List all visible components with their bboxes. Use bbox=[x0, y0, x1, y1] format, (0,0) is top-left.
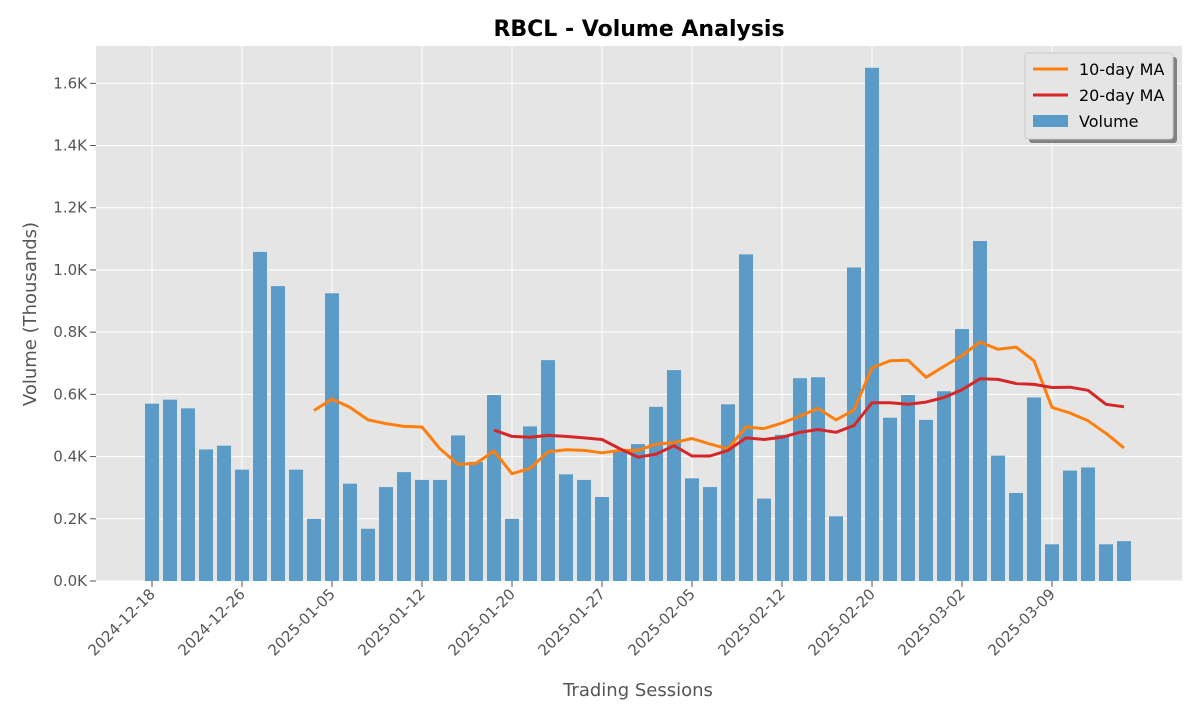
volume-bar bbox=[757, 498, 771, 581]
volume-bar bbox=[307, 518, 321, 581]
volume-bar bbox=[1099, 544, 1113, 581]
volume-bar bbox=[433, 479, 447, 581]
x-tick-label: 2024-12-18 bbox=[84, 585, 158, 659]
volume-bar bbox=[415, 479, 429, 581]
x-axis: 2024-12-18 2024-12-26 2025-01-05 2025-01-12… bbox=[84, 581, 1059, 659]
x-tick-label: 2025-01-27 bbox=[534, 585, 608, 659]
volume-bar bbox=[289, 469, 303, 581]
legend-label-20-day-ma: 20-day MA bbox=[1079, 86, 1164, 105]
volume-bar bbox=[487, 394, 501, 581]
volume-bar bbox=[217, 445, 231, 581]
volume-bar bbox=[469, 461, 483, 581]
y-tick-label: 0.6K bbox=[53, 385, 88, 403]
volume-bars bbox=[145, 67, 1131, 582]
volume-bar bbox=[271, 286, 285, 581]
x-tick-label: 2025-03-02 bbox=[894, 585, 968, 659]
legend-label-10-day-ma: 10-day MA bbox=[1079, 60, 1164, 79]
chart-title: RBCL - Volume Analysis bbox=[493, 17, 784, 42]
volume-bar bbox=[145, 403, 159, 581]
volume-bar bbox=[253, 251, 267, 582]
volume-bar bbox=[703, 487, 717, 581]
volume-bar bbox=[937, 391, 951, 581]
volume-bar bbox=[559, 474, 573, 581]
volume-bar bbox=[1117, 541, 1131, 581]
y-tick-label: 0.4K bbox=[53, 448, 88, 466]
moving-average-lines bbox=[313, 340, 1125, 476]
volume-bar bbox=[775, 434, 789, 581]
volume-bar bbox=[1081, 467, 1095, 581]
volume-bar bbox=[811, 377, 825, 581]
x-axis-label: Trading Sessions bbox=[562, 680, 713, 701]
volume-bar bbox=[955, 329, 969, 581]
volume-bar bbox=[883, 417, 897, 581]
y-tick-label: 1.4K bbox=[53, 137, 88, 155]
volume-bar bbox=[199, 449, 213, 581]
volume-bar bbox=[865, 67, 879, 581]
legend-label-volume: Volume bbox=[1079, 112, 1139, 131]
volume-bar bbox=[379, 487, 393, 581]
y-tick-label: 1.6K bbox=[53, 74, 88, 92]
ma-20-day-line bbox=[493, 377, 1125, 459]
volume-bar bbox=[451, 435, 465, 581]
y-tick-label: 0.2K bbox=[53, 510, 88, 528]
x-tick-label: 2024-12-26 bbox=[174, 585, 248, 659]
x-tick-label: 2025-01-05 bbox=[264, 585, 338, 659]
volume-bar bbox=[541, 360, 555, 581]
x-tick-label: 2025-01-20 bbox=[444, 585, 518, 659]
x-tick-label: 2025-02-12 bbox=[714, 585, 788, 659]
volume-bar bbox=[901, 394, 915, 581]
volume-bar bbox=[667, 370, 681, 581]
y-axis: 0.0K 0.2K 0.4K 0.6K 0.8K 1.0K 1.2K 1.4K 1.6K bbox=[53, 74, 96, 590]
volume-bar bbox=[739, 254, 753, 581]
legend: 10-day MA 20-day MA Volume bbox=[1024, 52, 1177, 143]
y-tick-label: 0.0K bbox=[53, 572, 88, 590]
volume-bar bbox=[343, 483, 357, 581]
volume-bar bbox=[919, 419, 933, 581]
volume-bar bbox=[991, 455, 1005, 581]
y-tick-label: 1.2K bbox=[53, 199, 88, 217]
x-tick-label: 2025-03-09 bbox=[984, 585, 1058, 659]
volume-bar bbox=[631, 444, 645, 581]
volume-bar bbox=[595, 497, 609, 581]
volume-bar bbox=[685, 478, 699, 581]
x-tick-label: 2025-02-05 bbox=[624, 585, 698, 659]
x-tick-label: 2025-02-20 bbox=[804, 585, 878, 659]
volume-bar bbox=[1063, 470, 1077, 581]
volume-bar bbox=[325, 293, 339, 581]
y-axis-label: Volume (Thousands) bbox=[20, 222, 41, 406]
y-tick-label: 0.8K bbox=[53, 323, 88, 341]
volume-bar bbox=[397, 472, 411, 581]
volume-bar bbox=[973, 241, 987, 581]
volume-bar bbox=[181, 408, 195, 581]
volume-bar bbox=[613, 450, 627, 581]
volume-bar bbox=[523, 426, 537, 581]
volume-bar bbox=[1045, 544, 1059, 581]
volume-bar bbox=[829, 516, 843, 581]
volume-bar bbox=[1027, 397, 1041, 581]
volume-bar bbox=[793, 378, 807, 581]
volume-bar bbox=[235, 469, 249, 581]
volume-bar bbox=[1009, 492, 1023, 581]
volume-bar bbox=[361, 528, 375, 581]
legend-swatch-volume bbox=[1033, 115, 1068, 127]
volume-bar bbox=[163, 399, 177, 581]
x-tick-label: 2025-01-12 bbox=[354, 585, 428, 659]
ma-10-day-line bbox=[313, 340, 1125, 476]
y-tick-label: 1.0K bbox=[53, 261, 88, 279]
volume-bar bbox=[649, 406, 663, 581]
volume-bar bbox=[505, 518, 519, 581]
volume-bar bbox=[721, 404, 735, 581]
volume-bar bbox=[577, 479, 591, 581]
